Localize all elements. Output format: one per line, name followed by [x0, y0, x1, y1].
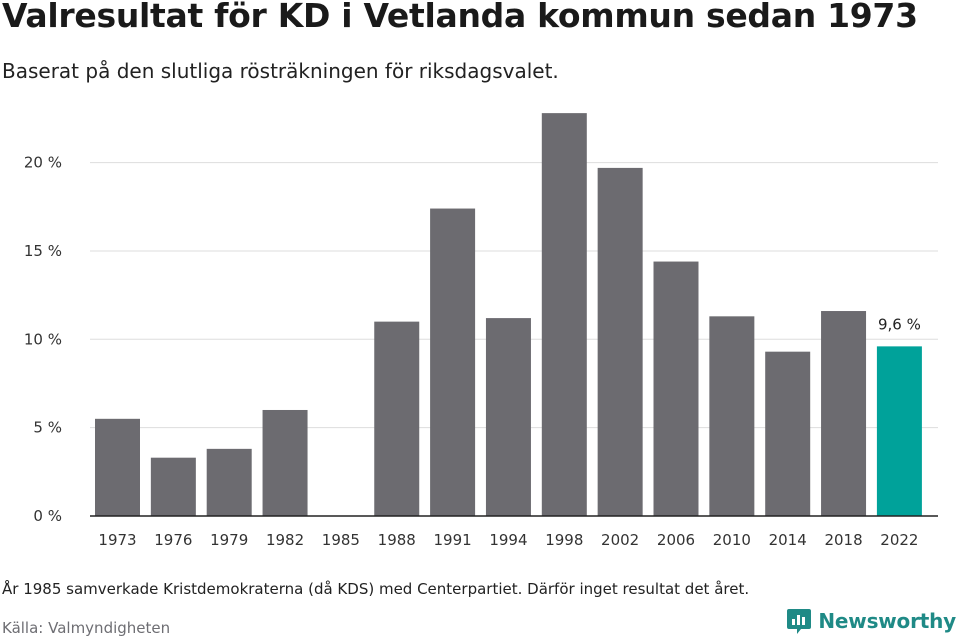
x-tick-label: 1985	[322, 531, 360, 549]
x-tick-label: 1973	[98, 531, 136, 549]
data-label: 9,6 %	[878, 315, 921, 333]
x-tick-label: 2022	[880, 531, 918, 549]
bar	[374, 321, 420, 516]
x-tick-label: 2002	[601, 531, 639, 549]
bar	[653, 261, 699, 516]
bar	[206, 448, 252, 516]
source-credit: Källa: Valmyndigheten	[2, 619, 171, 637]
chart-title: Valresultat för KD i Vetlanda kommun sed…	[2, 0, 918, 35]
bar	[821, 311, 867, 516]
bar	[95, 418, 140, 516]
brand-name: Newsworthy	[818, 609, 956, 633]
bar	[485, 318, 531, 516]
x-tick-label: 1982	[266, 531, 304, 549]
y-tick-label: 15 %	[24, 242, 62, 260]
x-tick-label: 2010	[713, 531, 751, 549]
bar-chart: 0 % 5 % 10 % 15 % 20 % 1973 1976 1979 1982 1985 19…	[24, 113, 938, 549]
x-tick-label: 1998	[545, 531, 583, 549]
bar	[430, 208, 476, 517]
footnote: År 1985 samverkade Kristdemokraterna (då…	[2, 580, 750, 598]
x-tick-label: 2018	[824, 531, 862, 549]
bar	[597, 167, 643, 516]
x-tick-label: 1988	[378, 531, 416, 549]
bar	[262, 409, 308, 516]
x-tick-label: 1976	[154, 531, 192, 549]
bar	[541, 113, 587, 517]
bar	[765, 351, 811, 516]
x-tick-label: 2006	[657, 531, 695, 549]
x-tick-label: 1991	[434, 531, 472, 549]
newsworthy-logo-icon	[787, 609, 812, 634]
y-tick-label: 5 %	[33, 419, 62, 437]
chart-subtitle: Baserat på den slutliga rösträkningen fö…	[2, 59, 559, 83]
x-tick-label: 1979	[210, 531, 248, 549]
brand-logo[interactable]: Newsworthy	[786, 607, 956, 635]
bar	[709, 316, 755, 516]
x-tick-label: 1994	[489, 531, 527, 549]
y-tick-label: 0 %	[33, 507, 62, 525]
y-tick-label: 20 %	[24, 154, 62, 172]
bar	[150, 457, 196, 516]
bar	[876, 346, 922, 516]
y-tick-label: 10 %	[24, 330, 62, 348]
x-tick-label: 2014	[769, 531, 807, 549]
